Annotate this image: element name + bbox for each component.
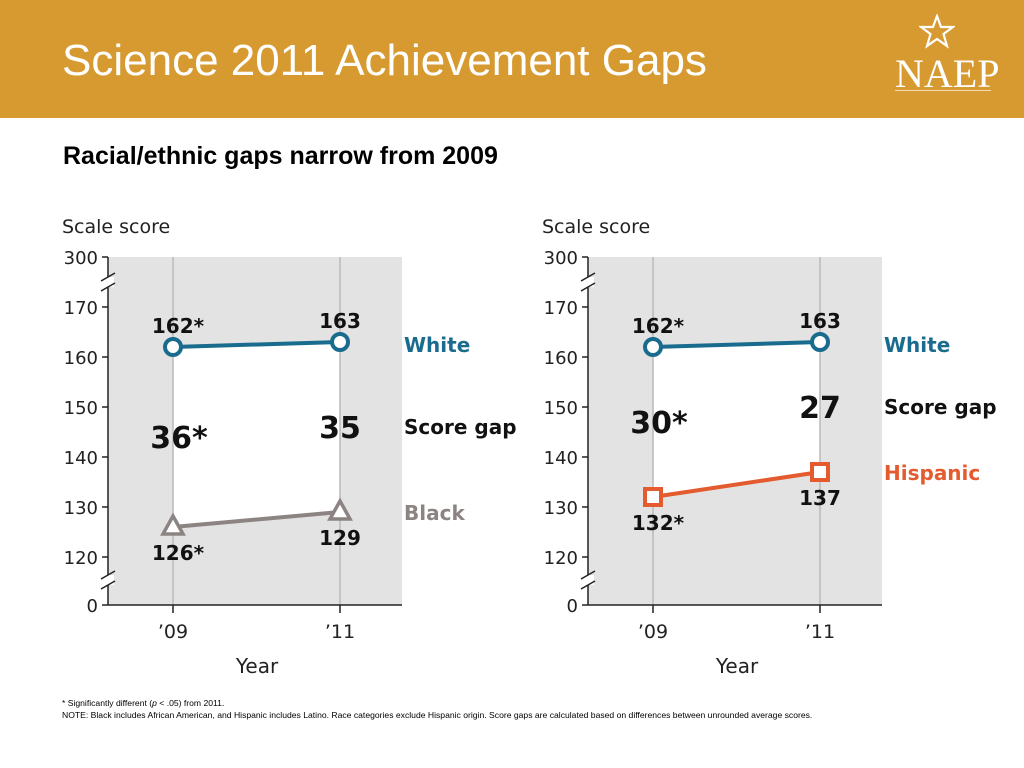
- y-tick-label: 120: [544, 548, 578, 569]
- score-gap-value: 36*: [150, 421, 208, 456]
- chart-white-hispanic: 300 170 160 150 140 130 120 0 Scale score ’09 ’11 Y…: [540, 200, 1010, 690]
- y-tick-label: 120: [64, 548, 98, 569]
- chart-svg-white-hispanic: 300 170 160 150 140 130 120 0 Scale score ’09 ’11 Y…: [542, 216, 997, 678]
- axis-break-mark: [100, 272, 116, 282]
- logo-divider: [895, 90, 991, 91]
- star-icon: [919, 14, 955, 49]
- data-point-triangle-marker: [160, 512, 186, 536]
- data-label: 137: [799, 486, 841, 510]
- data-label: 163: [319, 309, 361, 333]
- score-gap-value: 27: [799, 391, 841, 426]
- y-tick-label: 160: [64, 348, 98, 369]
- data-label: 162*: [632, 314, 685, 338]
- x-tick-label: ’09: [638, 621, 668, 643]
- page-title: Science 2011 Achievement Gaps: [62, 36, 707, 85]
- naep-logo: NAEP: [895, 14, 1000, 96]
- axis-break-mark: [100, 570, 116, 580]
- y-tick-label: 140: [64, 448, 98, 469]
- x-tick-label: ’11: [325, 621, 355, 643]
- y-tick-label: 170: [64, 298, 98, 319]
- y-tick-label: 0: [87, 596, 98, 617]
- x-tick-label: ’11: [805, 621, 835, 643]
- axis-break-gap: [102, 575, 114, 585]
- axis-break-mark: [580, 282, 596, 292]
- axis-break-mark: [580, 570, 596, 580]
- x-tick-label: ’09: [158, 621, 188, 643]
- chart-white-black: 300 170 160 150 140 130 120 0 Scale score ’09 ’11 Y…: [60, 200, 530, 690]
- y-tick-label: 170: [544, 298, 578, 319]
- axis-break-mark: [100, 580, 116, 590]
- footnote: * Significantly different (p < .05) from…: [62, 697, 812, 721]
- axis-break-mark: [580, 272, 596, 282]
- y-axis-title: Scale score: [62, 216, 170, 238]
- data-point-circle-marker: [810, 332, 830, 352]
- series-label-black: Black: [404, 501, 465, 525]
- data-label: 132*: [632, 511, 685, 535]
- series-label-white: White: [404, 333, 470, 357]
- score-gap-value: 30*: [630, 406, 688, 441]
- series-label-hispanic: Hispanic: [884, 461, 980, 485]
- data-label: 163: [799, 309, 841, 333]
- series-line-hispanic: [652, 470, 821, 499]
- header-bar: Science 2011 Achievement Gaps NAEP: [0, 0, 1024, 118]
- score-gap-label: Score gap: [884, 395, 997, 419]
- y-tick-label: 300: [64, 248, 98, 269]
- footnote-significance-p: p: [152, 698, 157, 708]
- score-gap-label: Score gap: [404, 415, 517, 439]
- y-tick-label: 300: [544, 248, 578, 269]
- footnote-note: NOTE: Black includes African American, a…: [62, 710, 813, 720]
- footnote-significance: * Significantly different (p < .05) from…: [62, 697, 812, 709]
- data-point-triangle-marker: [327, 497, 353, 521]
- data-point-square-marker: [643, 487, 663, 507]
- score-gap-band: [173, 342, 340, 527]
- data-point-circle-marker: [163, 337, 183, 357]
- y-tick-label: 150: [544, 398, 578, 419]
- score-gap-value: 35: [319, 411, 361, 446]
- series-label-white: White: [884, 333, 950, 357]
- logo-text: NAEP: [895, 51, 1000, 96]
- chart-subtitle: Racial/ethnic gaps narrow from 2009: [63, 142, 498, 170]
- data-label: 162*: [152, 314, 205, 338]
- footnote-significance-b: < .05) from 2011.: [156, 698, 225, 708]
- axis-break-mark: [100, 282, 116, 292]
- chart-svg-white-black: 300 170 160 150 140 130 120 0 Scale score ’09 ’11 Y…: [62, 216, 517, 678]
- y-tick-label: 160: [544, 348, 578, 369]
- axis-break-gap: [582, 575, 594, 585]
- axis-break-gap: [582, 277, 594, 287]
- series-line-white: [172, 340, 341, 349]
- y-tick-label: 130: [64, 498, 98, 519]
- x-axis-title: Year: [715, 654, 759, 678]
- y-tick-label: 130: [544, 498, 578, 519]
- series-line-white: [652, 340, 821, 349]
- y-tick-label: 150: [64, 398, 98, 419]
- series-line-black: [172, 510, 341, 529]
- data-point-square-marker: [810, 462, 830, 482]
- data-label: 126*: [152, 541, 205, 565]
- data-label: 129: [319, 526, 361, 550]
- axis-break-gap: [102, 277, 114, 287]
- y-tick-label: 140: [544, 448, 578, 469]
- x-axis-title: Year: [235, 654, 279, 678]
- data-point-circle-marker: [643, 337, 663, 357]
- data-point-circle-marker: [330, 332, 350, 352]
- y-tick-label: 0: [567, 596, 578, 617]
- footnote-significance-a: * Significantly different (: [62, 698, 153, 708]
- y-axis-title: Scale score: [542, 216, 650, 238]
- axis-break-mark: [580, 580, 596, 590]
- score-gap-band: [653, 342, 820, 497]
